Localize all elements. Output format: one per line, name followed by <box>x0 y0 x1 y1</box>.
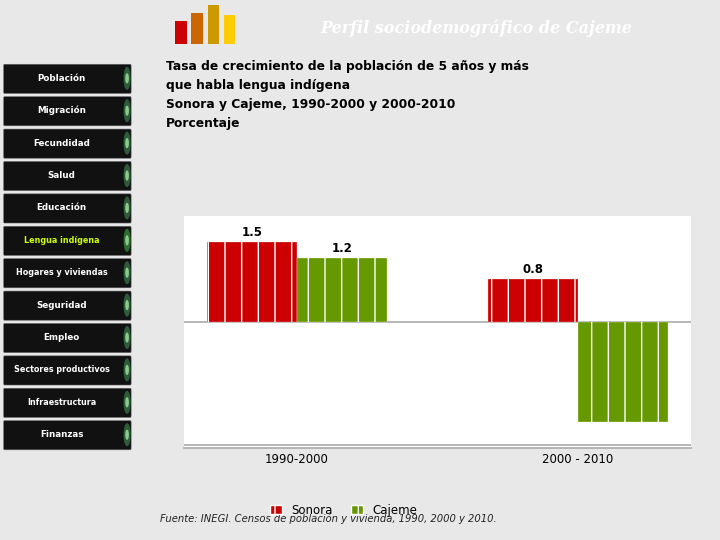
Bar <box>297 258 387 321</box>
Circle shape <box>125 230 130 251</box>
FancyBboxPatch shape <box>4 259 131 288</box>
Circle shape <box>126 430 128 439</box>
Circle shape <box>125 327 130 348</box>
Text: 1.5: 1.5 <box>241 226 262 239</box>
Circle shape <box>126 333 128 342</box>
Text: Hogares y viviendas: Hogares y viviendas <box>16 268 108 277</box>
FancyBboxPatch shape <box>4 129 131 158</box>
Circle shape <box>125 359 130 381</box>
FancyBboxPatch shape <box>4 421 131 450</box>
Text: Seguridad: Seguridad <box>37 301 87 309</box>
Circle shape <box>126 74 128 83</box>
Circle shape <box>126 268 128 277</box>
Text: 1.2: 1.2 <box>331 242 352 255</box>
Circle shape <box>125 294 130 316</box>
Bar <box>578 321 668 422</box>
Text: Lengua indígena: Lengua indígena <box>24 236 99 245</box>
Bar <box>207 242 297 321</box>
Legend: Sonora, Cajeme: Sonora, Cajeme <box>266 499 421 521</box>
FancyBboxPatch shape <box>224 15 235 44</box>
Text: Empleo: Empleo <box>44 333 80 342</box>
Circle shape <box>125 197 130 219</box>
Circle shape <box>125 424 130 446</box>
Circle shape <box>126 301 128 309</box>
Text: Educación: Educación <box>37 204 87 212</box>
Circle shape <box>125 100 130 122</box>
Circle shape <box>126 171 128 180</box>
Text: Finanzas: Finanzas <box>40 430 84 439</box>
Circle shape <box>126 106 128 115</box>
Circle shape <box>126 236 128 245</box>
Circle shape <box>125 68 130 89</box>
FancyBboxPatch shape <box>175 21 186 44</box>
Text: Infraestructura: Infraestructura <box>27 398 96 407</box>
FancyBboxPatch shape <box>4 356 131 385</box>
Text: Migración: Migración <box>37 106 86 116</box>
Text: Fuente: INEGI. Censos de población y vivienda, 1990, 2000 y 2010.: Fuente: INEGI. Censos de población y viv… <box>161 513 497 524</box>
Circle shape <box>126 398 128 407</box>
Circle shape <box>126 366 128 374</box>
Circle shape <box>126 204 128 212</box>
Circle shape <box>126 139 128 147</box>
FancyBboxPatch shape <box>207 5 219 44</box>
Text: Sectores productivos: Sectores productivos <box>14 366 109 374</box>
FancyBboxPatch shape <box>4 194 131 223</box>
FancyBboxPatch shape <box>192 13 203 44</box>
Bar <box>488 279 578 321</box>
FancyBboxPatch shape <box>4 388 131 417</box>
FancyBboxPatch shape <box>4 291 131 320</box>
FancyBboxPatch shape <box>4 97 131 126</box>
FancyBboxPatch shape <box>4 323 131 353</box>
FancyBboxPatch shape <box>4 161 131 191</box>
Circle shape <box>125 132 130 154</box>
Text: Tasa de crecimiento de la población de 5 años y más
que habla lengua indígena
So: Tasa de crecimiento de la población de 5… <box>166 60 529 130</box>
Circle shape <box>125 165 130 186</box>
Text: Fecundidad: Fecundidad <box>33 139 90 147</box>
FancyBboxPatch shape <box>4 226 131 255</box>
Text: Población: Población <box>37 74 86 83</box>
FancyBboxPatch shape <box>4 64 131 93</box>
Circle shape <box>125 392 130 413</box>
Circle shape <box>125 262 130 284</box>
Text: Salud: Salud <box>48 171 76 180</box>
Text: Perfil sociodemográfico de Cajeme: Perfil sociodemográfico de Cajeme <box>320 19 632 37</box>
Text: 0.8: 0.8 <box>523 263 544 276</box>
